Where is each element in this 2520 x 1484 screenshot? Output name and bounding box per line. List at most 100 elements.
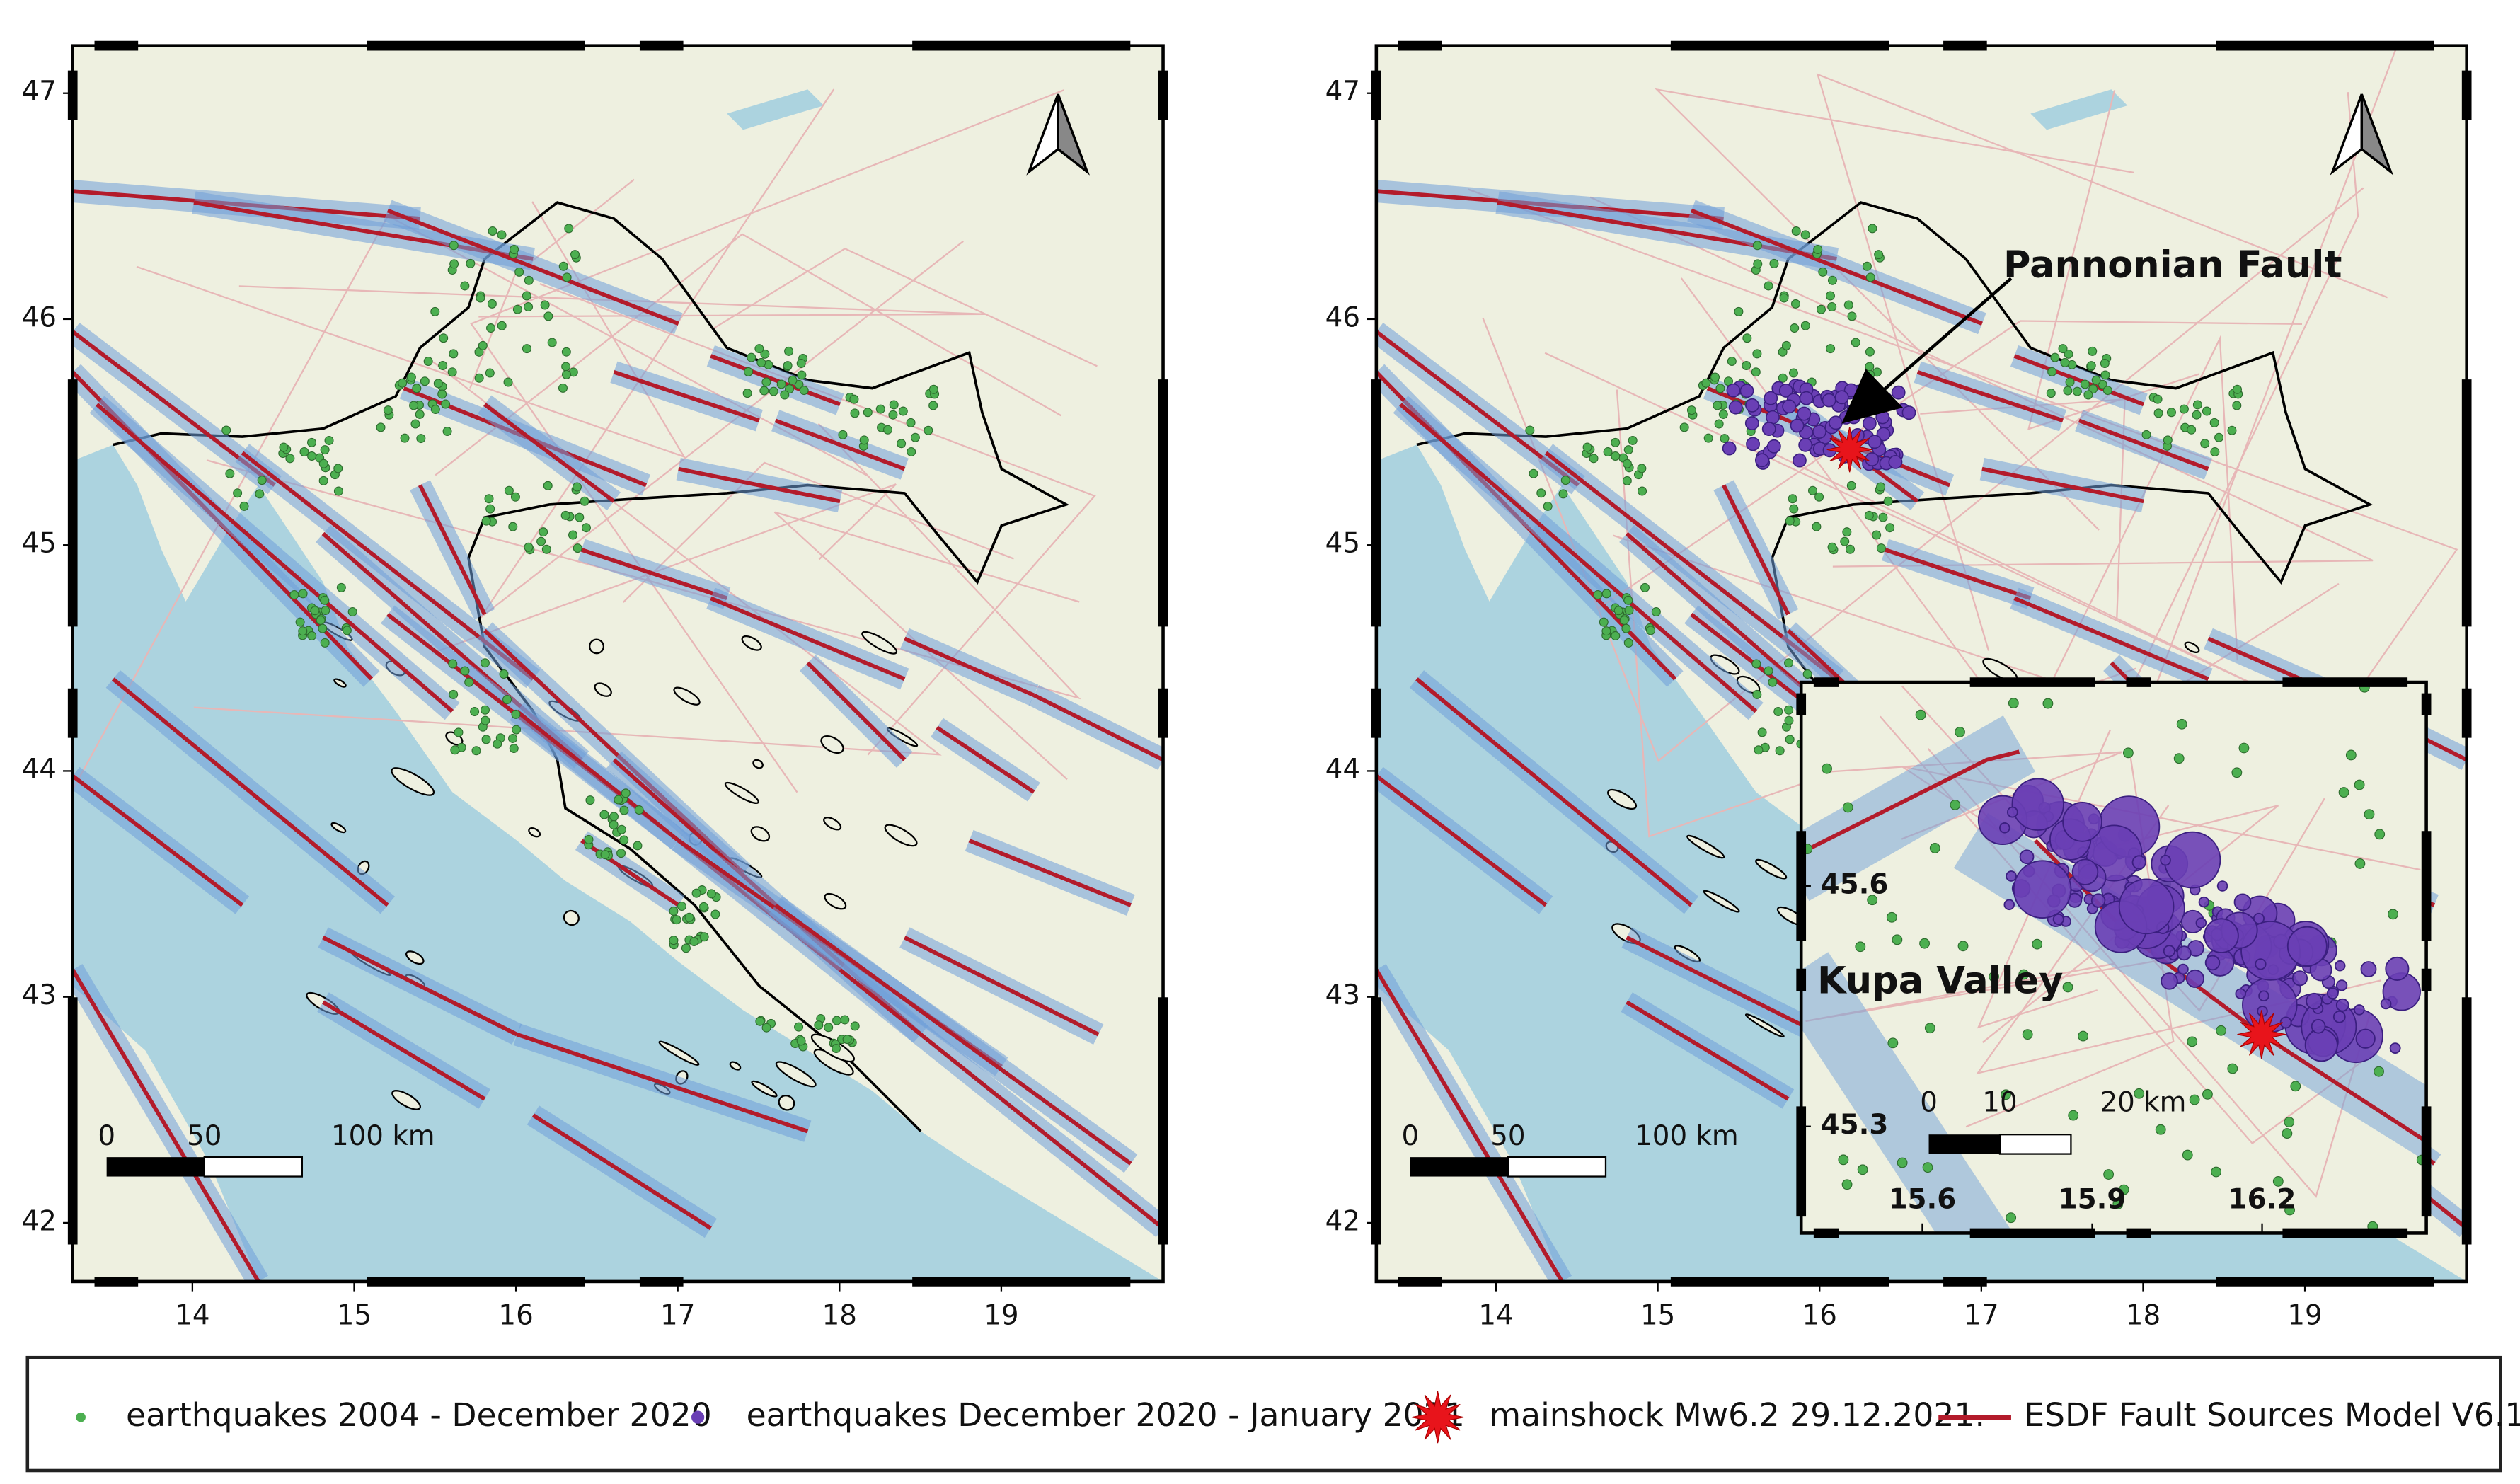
earthquake-dot [1785, 516, 1795, 526]
earthquake-dot [470, 706, 480, 716]
sequence-dot [1891, 385, 1906, 400]
earthquake-dot [502, 694, 512, 704]
earthquake-dot [1752, 349, 1762, 359]
north-arrow-right [2360, 93, 2394, 176]
earthquake-dot [1710, 372, 1720, 382]
sequence-dot [1746, 437, 1760, 451]
earthquake-dot [437, 389, 447, 399]
earthquake-dot [524, 302, 534, 312]
road [435, 233, 1062, 476]
earthquake-dot [2098, 379, 2107, 389]
earthquake-dot [1778, 373, 1788, 383]
earthquake-dot [333, 464, 343, 473]
legend-symbol [76, 1412, 86, 1422]
earthquake-dot [863, 408, 873, 418]
earthquake-dot [706, 889, 716, 899]
sequence-dot [1766, 410, 1780, 425]
earthquake-dot [633, 841, 643, 851]
earthquake-dot [1752, 689, 1762, 699]
earthquake-dot [1818, 267, 1828, 277]
earthquake-dot [2058, 344, 2068, 354]
fault [774, 903, 1132, 1166]
earthquake-dot [480, 705, 490, 715]
earthquake-dot [814, 1020, 824, 1030]
earthquake-dot [882, 425, 893, 435]
sequence-dot [1888, 454, 1903, 469]
fault [531, 1113, 712, 1230]
earthquake-dot [1827, 302, 1837, 312]
earthquake-dot [2345, 749, 2357, 761]
earthquake-dot [1847, 311, 1857, 321]
earthquake-dot [1714, 419, 1724, 429]
earthquake-dot [295, 617, 305, 627]
earthquake-dot [449, 349, 459, 359]
earthquake-dot [499, 669, 509, 679]
sequence-dot [2131, 855, 2146, 870]
scale-bar-white [1998, 1134, 2072, 1155]
earthquake-dot [1846, 481, 1856, 490]
earthquake-dot [616, 849, 626, 858]
sequence-dot [1764, 391, 1778, 405]
earthquake-dot [1887, 1037, 1899, 1049]
earthquake-dot [430, 405, 440, 415]
fault-zone [1801, 952, 2013, 1233]
earthquake-dot [487, 299, 497, 309]
earthquake-dot [691, 888, 701, 898]
fault [72, 968, 260, 1282]
earthquake-dot [524, 542, 534, 552]
x-tick-label: 16 [498, 1300, 533, 1332]
scale-bar-black [1928, 1134, 2000, 1154]
earthquake-dot [2047, 367, 2057, 376]
scale-bar-label: 50 [1490, 1120, 1525, 1152]
earthquake-dot [412, 384, 422, 393]
x-tick-label: 17 [1964, 1300, 1998, 1332]
earthquake-dot [510, 244, 519, 254]
sequence-dot [2304, 1028, 2338, 1062]
island [673, 686, 701, 706]
earthquake-dot [410, 419, 420, 429]
earthquake-dot [1897, 1157, 1908, 1168]
earthquake-dot [484, 494, 494, 504]
earthquake-dot [400, 433, 410, 443]
earthquake-dot [1611, 437, 1621, 447]
earthquake-dot [1601, 589, 1611, 599]
earthquake-dot [1788, 368, 1798, 378]
inset-label: Kupa Valley [1817, 959, 2063, 1002]
fault [111, 677, 389, 907]
earthquake-dot [794, 379, 804, 389]
earthquake-dot [1826, 344, 1836, 354]
earthquake-dot [1742, 360, 1751, 370]
earthquake-dot [320, 445, 330, 455]
y-tick-label: 44 [22, 754, 57, 786]
fault [710, 354, 841, 407]
sequence-dot [1901, 405, 1916, 420]
earthquake-dot [561, 362, 571, 372]
earthquake-dot [480, 658, 490, 668]
earthquake-dot [464, 677, 474, 687]
earthquake-dot [568, 530, 578, 540]
earthquake-dot [1582, 442, 1592, 452]
island [861, 631, 898, 655]
earthquake-dot [508, 733, 518, 743]
earthquake-dot [759, 386, 769, 396]
earthquake-dot [2216, 1025, 2226, 1036]
earthquake-dot [1621, 623, 1631, 633]
earthquake-dot [2227, 425, 2237, 435]
earthquake-dot [1950, 799, 1961, 810]
earthquake-dot [2179, 404, 2189, 414]
y-tick-label: 42 [1325, 1205, 1360, 1237]
earthquake-dot [850, 408, 860, 418]
earthquake-dot [504, 485, 514, 495]
earthquake-dot [1845, 544, 1855, 554]
map-frame [1374, 44, 2468, 1284]
earthquake-dot [2083, 390, 2093, 400]
island [528, 827, 541, 838]
earthquake-dot [1589, 454, 1599, 464]
earthquake-dot [1599, 617, 1609, 627]
scale-bar-black [106, 1157, 205, 1177]
earthquake-dot [1611, 631, 1621, 640]
fault [96, 403, 454, 713]
earthquake-dot [1842, 802, 1853, 813]
earthquake-dot [2008, 698, 2019, 708]
